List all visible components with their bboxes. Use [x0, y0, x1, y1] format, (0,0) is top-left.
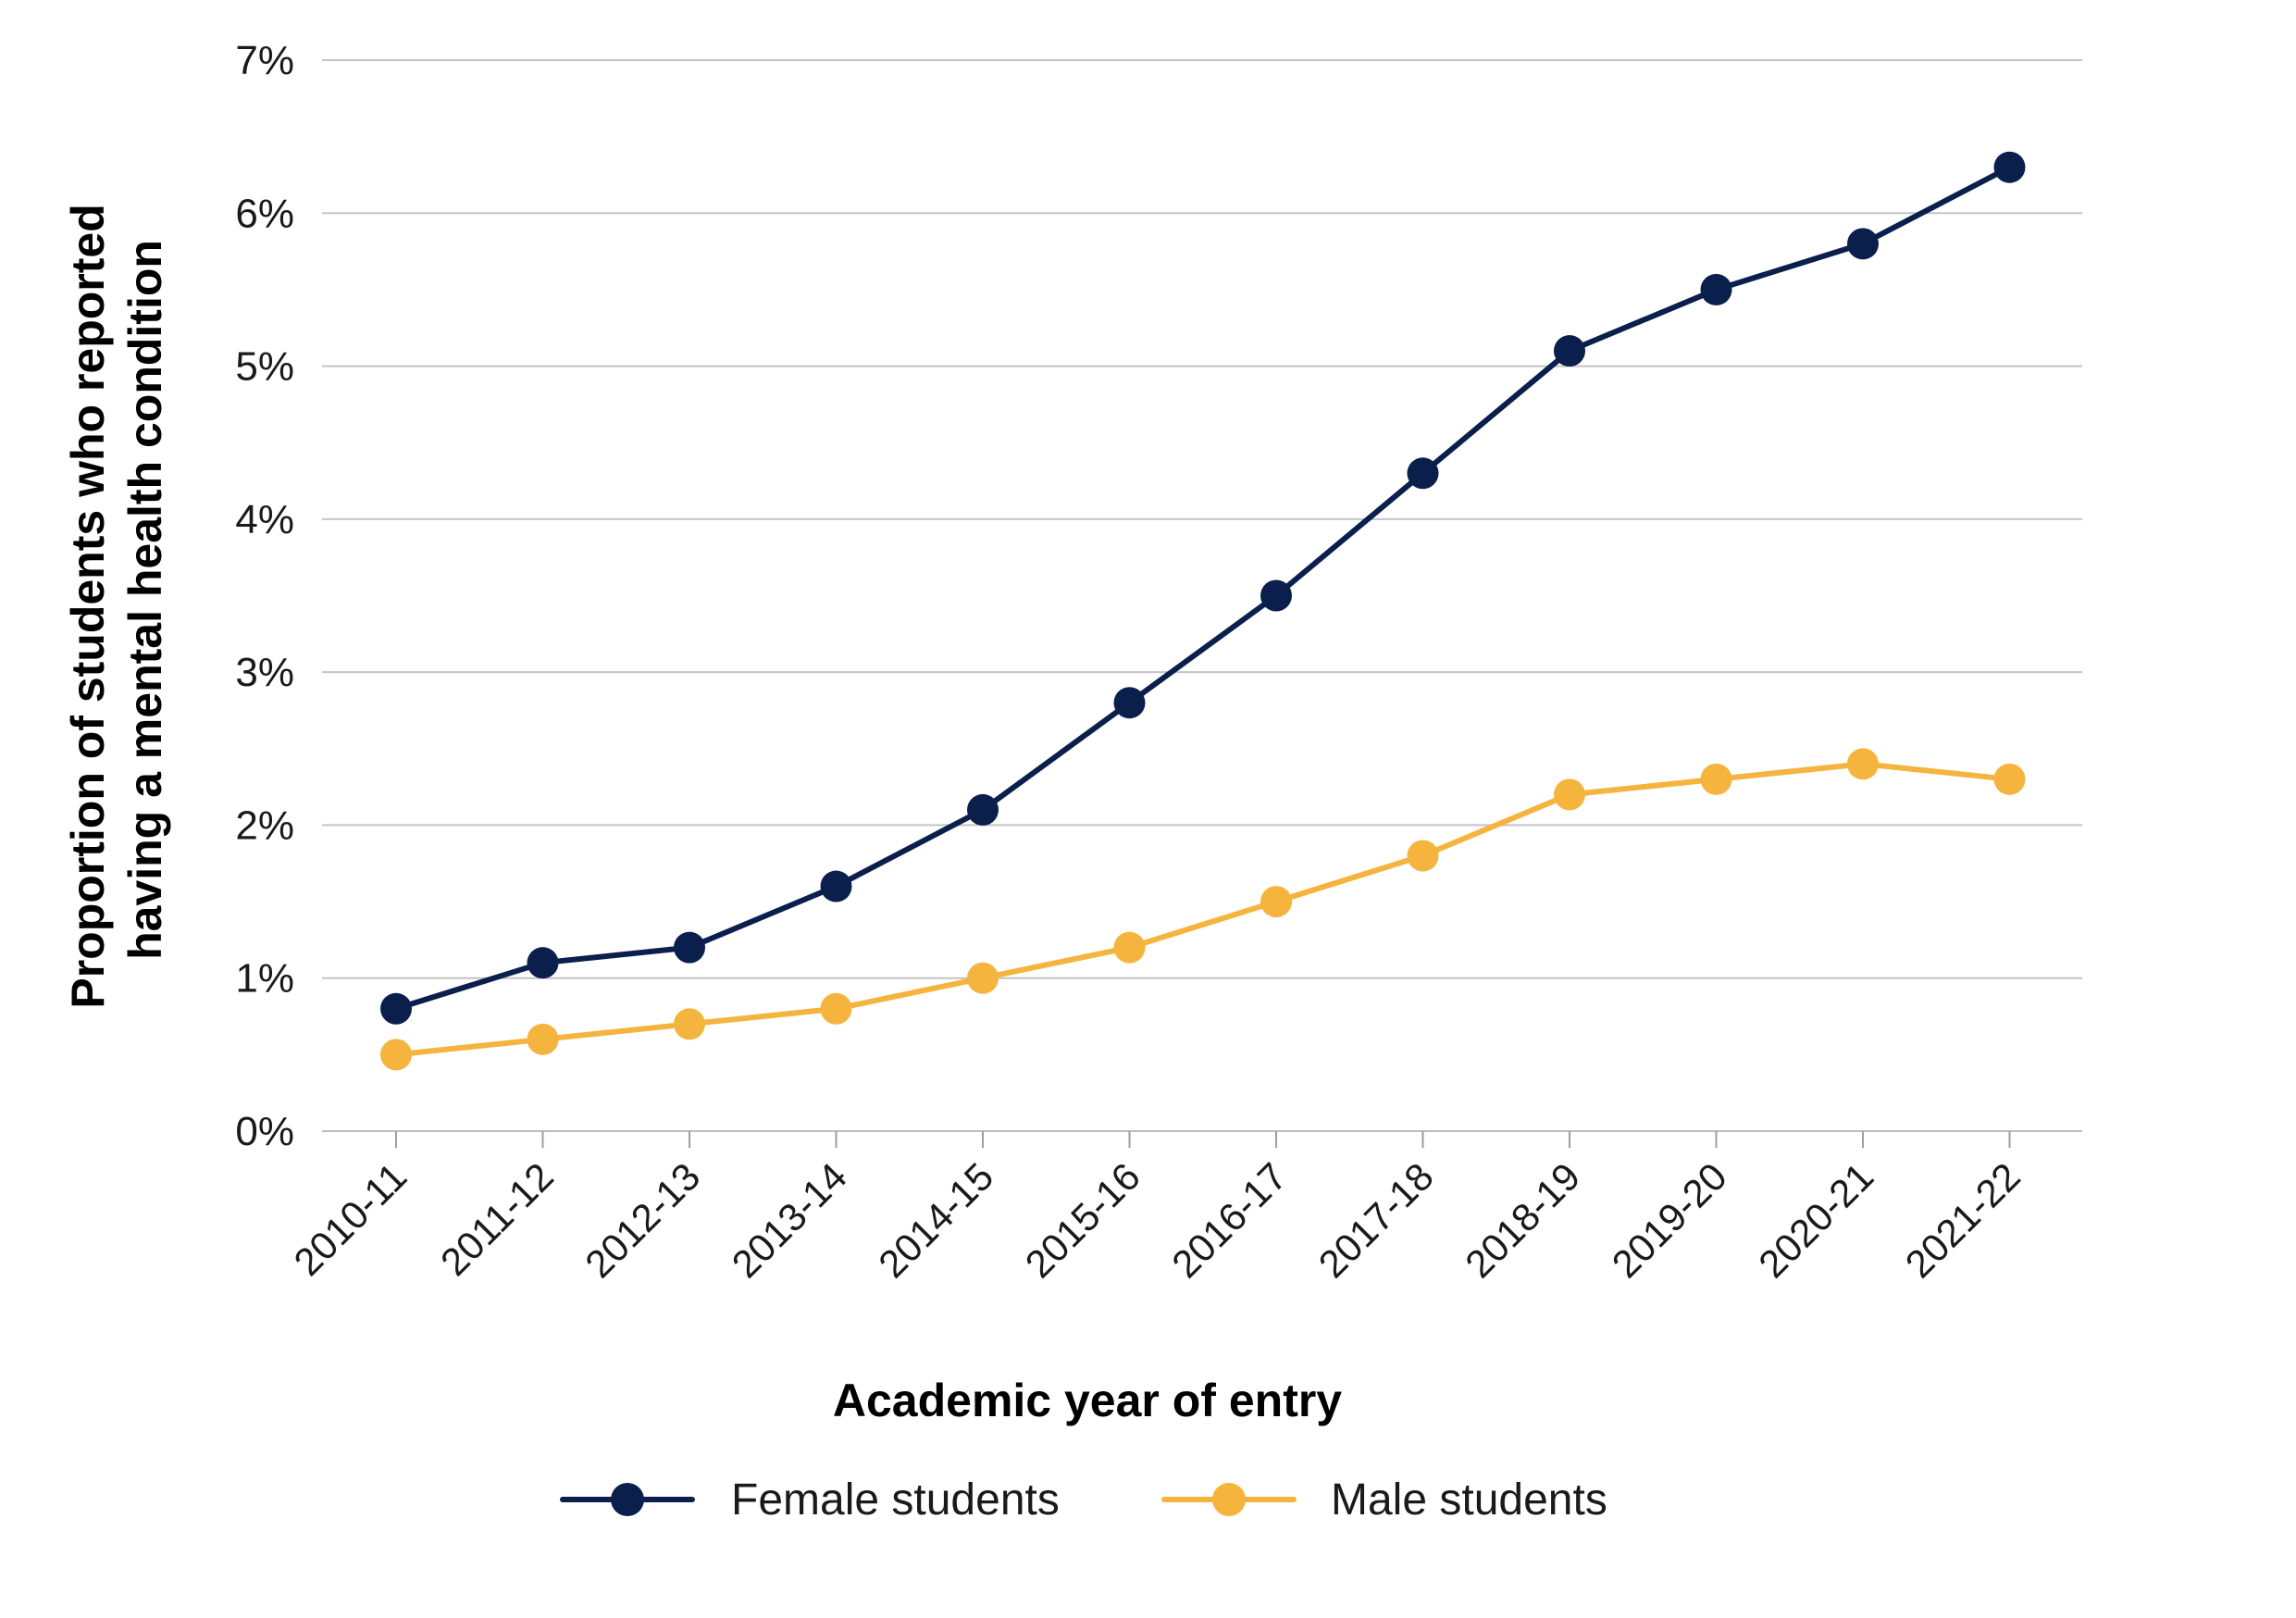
legend-item: Female students	[560, 1475, 1060, 1525]
legend-marker	[1212, 1483, 1246, 1516]
legend-label: Female students	[731, 1475, 1060, 1525]
data-point	[967, 793, 999, 826]
data-point	[1993, 151, 2026, 183]
data-point	[1260, 579, 1292, 612]
legend-label: Male students	[1331, 1475, 1607, 1525]
data-point	[1407, 457, 1439, 490]
data-point	[380, 1039, 412, 1071]
x-tick-label: 2013-14	[724, 1154, 855, 1286]
x-tick-label: 2019-20	[1604, 1154, 1735, 1286]
series-line	[393, 164, 2013, 1012]
x-tick-label: 2014-15	[870, 1154, 1001, 1286]
data-point	[1554, 778, 1585, 811]
data-point	[527, 947, 559, 979]
y-tick-label: 2%	[235, 803, 294, 848]
series	[380, 151, 2026, 1025]
x-axis-title: Academic year of entry	[833, 1375, 1342, 1426]
y-tick-label: 7%	[235, 38, 294, 83]
x-tick-label: 2010-11	[285, 1154, 415, 1284]
data-point	[1847, 228, 1879, 260]
x-tick-label: 2015-16	[1017, 1154, 1148, 1286]
data-point	[380, 992, 412, 1025]
y-tick-label: 5%	[235, 344, 294, 390]
data-point	[1113, 931, 1146, 964]
data-point	[527, 1023, 559, 1055]
data-point	[1847, 748, 1879, 780]
data-point	[674, 931, 705, 964]
y-axis-ticks: 0% 1% 2% 3% 4% 5% 6% 7%	[235, 38, 294, 1154]
y-axis-title-line-2: having a mental health condition	[119, 240, 171, 960]
x-tick-label: 2012-13	[577, 1154, 708, 1286]
y-tick-label: 6%	[235, 191, 294, 236]
legend-marker	[611, 1483, 644, 1516]
y-axis-title: Proportion of students who reported havi…	[62, 191, 171, 1008]
y-tick-label: 1%	[235, 956, 294, 1002]
data-point	[674, 1008, 705, 1040]
x-tick-label: 2018-19	[1457, 1154, 1588, 1286]
y-tick-label: 0%	[235, 1109, 294, 1154]
y-tick-label: 3%	[235, 650, 294, 695]
x-tick-label: 2020-21	[1750, 1154, 1881, 1286]
gridlines	[322, 59, 2082, 979]
x-tick-label: 2016-17	[1163, 1154, 1295, 1286]
legend-item: Male students	[1161, 1475, 1607, 1525]
data-point	[967, 962, 999, 994]
data-point	[1700, 763, 1732, 795]
data-point	[1260, 886, 1292, 918]
series-line	[393, 761, 2013, 1058]
data-point	[1554, 335, 1585, 367]
data-point	[1407, 840, 1439, 872]
data-point	[820, 870, 852, 902]
legend: Female students Male students	[560, 1475, 1607, 1525]
data-point	[1113, 687, 1146, 719]
data-point	[1993, 763, 2026, 795]
x-axis: 2010-11 2011-12 2012-13 2013-14 2014-15 2015-…	[285, 1130, 2082, 1286]
data-point	[1700, 273, 1732, 305]
data-point	[820, 992, 852, 1025]
series-layer	[380, 151, 2026, 1071]
x-tick-label: 2021-22	[1897, 1154, 2029, 1286]
y-axis-title-line-1: Proportion of students who reported	[62, 204, 114, 1008]
y-tick-label: 4%	[235, 497, 294, 542]
x-tick-label: 2017-18	[1310, 1154, 1442, 1286]
x-tick-label: 2011-12	[432, 1154, 562, 1284]
series	[380, 748, 2026, 1071]
